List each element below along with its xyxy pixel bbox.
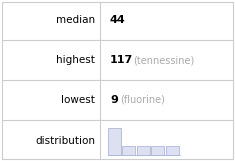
Text: 9: 9 — [110, 95, 118, 105]
Text: (fluorine): (fluorine) — [121, 95, 165, 105]
Text: distribution: distribution — [35, 136, 95, 146]
Text: median: median — [56, 15, 95, 25]
Bar — [122, 146, 135, 155]
Text: 44: 44 — [110, 15, 126, 25]
Bar — [137, 146, 150, 155]
Text: (tennessine): (tennessine) — [133, 55, 195, 65]
Bar — [166, 146, 179, 155]
Text: highest: highest — [56, 55, 95, 65]
Text: lowest: lowest — [61, 95, 95, 105]
Text: 117: 117 — [110, 55, 133, 65]
Bar — [108, 128, 121, 155]
Bar — [151, 146, 164, 155]
